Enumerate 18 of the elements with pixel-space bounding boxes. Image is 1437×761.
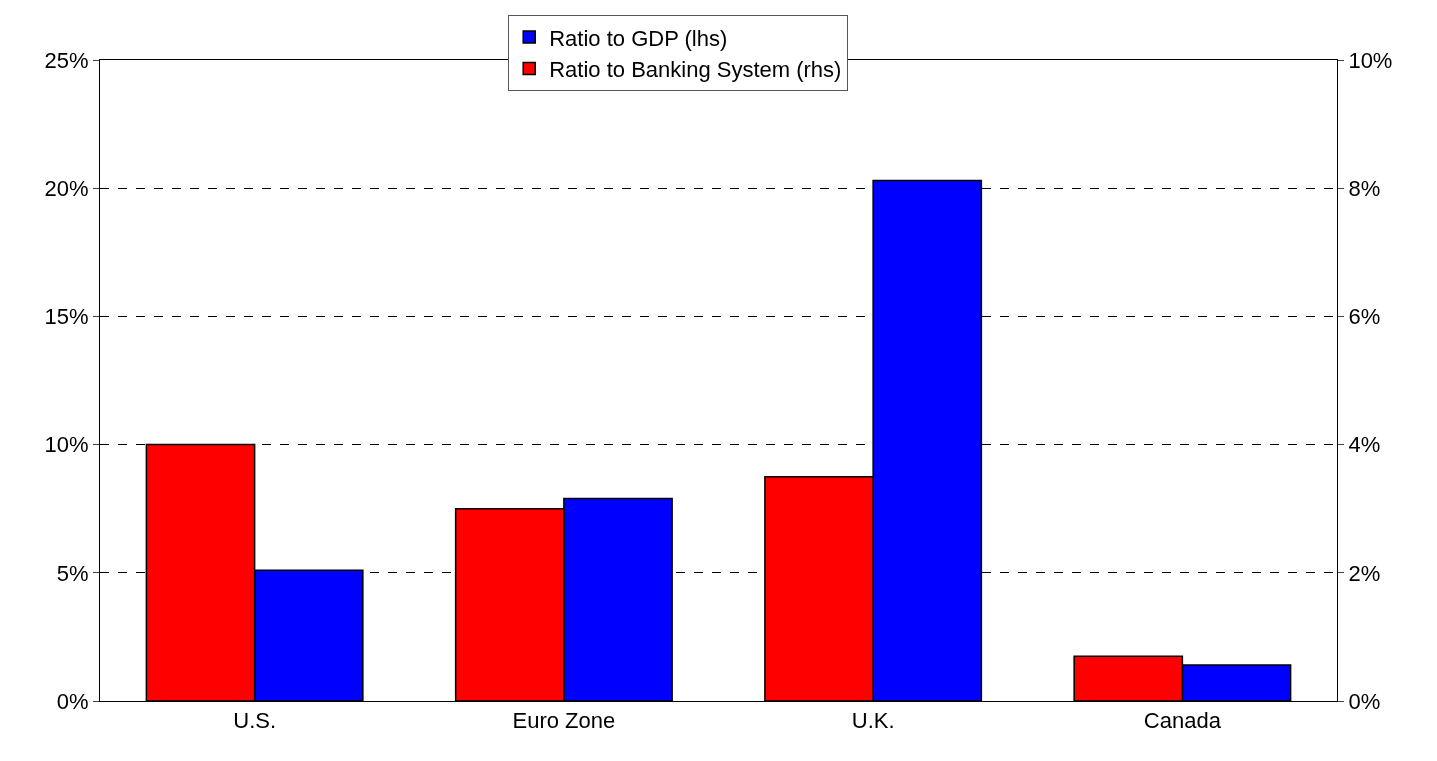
y2-tick-label: 6% <box>1348 304 1381 330</box>
y2-tick-label: 2% <box>1348 560 1381 586</box>
legend-label: Ratio to Banking System (rhs) <box>549 57 842 83</box>
y-tick-label: 10% <box>44 432 89 458</box>
y2-tick-label: 4% <box>1348 432 1381 458</box>
x-tick-label: Euro Zone <box>512 708 616 734</box>
legend-label: Ratio to GDP (lhs) <box>549 25 728 51</box>
y-tick-label: 25% <box>44 47 89 73</box>
y-tick-label: 0% <box>56 688 89 714</box>
y2-tick-label: 8% <box>1348 175 1381 201</box>
x-tick-label: U.K. <box>851 708 895 734</box>
y-tick-label: 15% <box>44 304 89 330</box>
y-tick-label: 5% <box>56 560 89 586</box>
y2-tick-label: 10% <box>1348 47 1393 73</box>
x-tick-label: Canada <box>1143 708 1222 734</box>
y2-tick-label: 0% <box>1348 688 1381 714</box>
x-tick-label: U.S. <box>233 708 277 734</box>
y-tick-label: 20% <box>44 175 89 201</box>
